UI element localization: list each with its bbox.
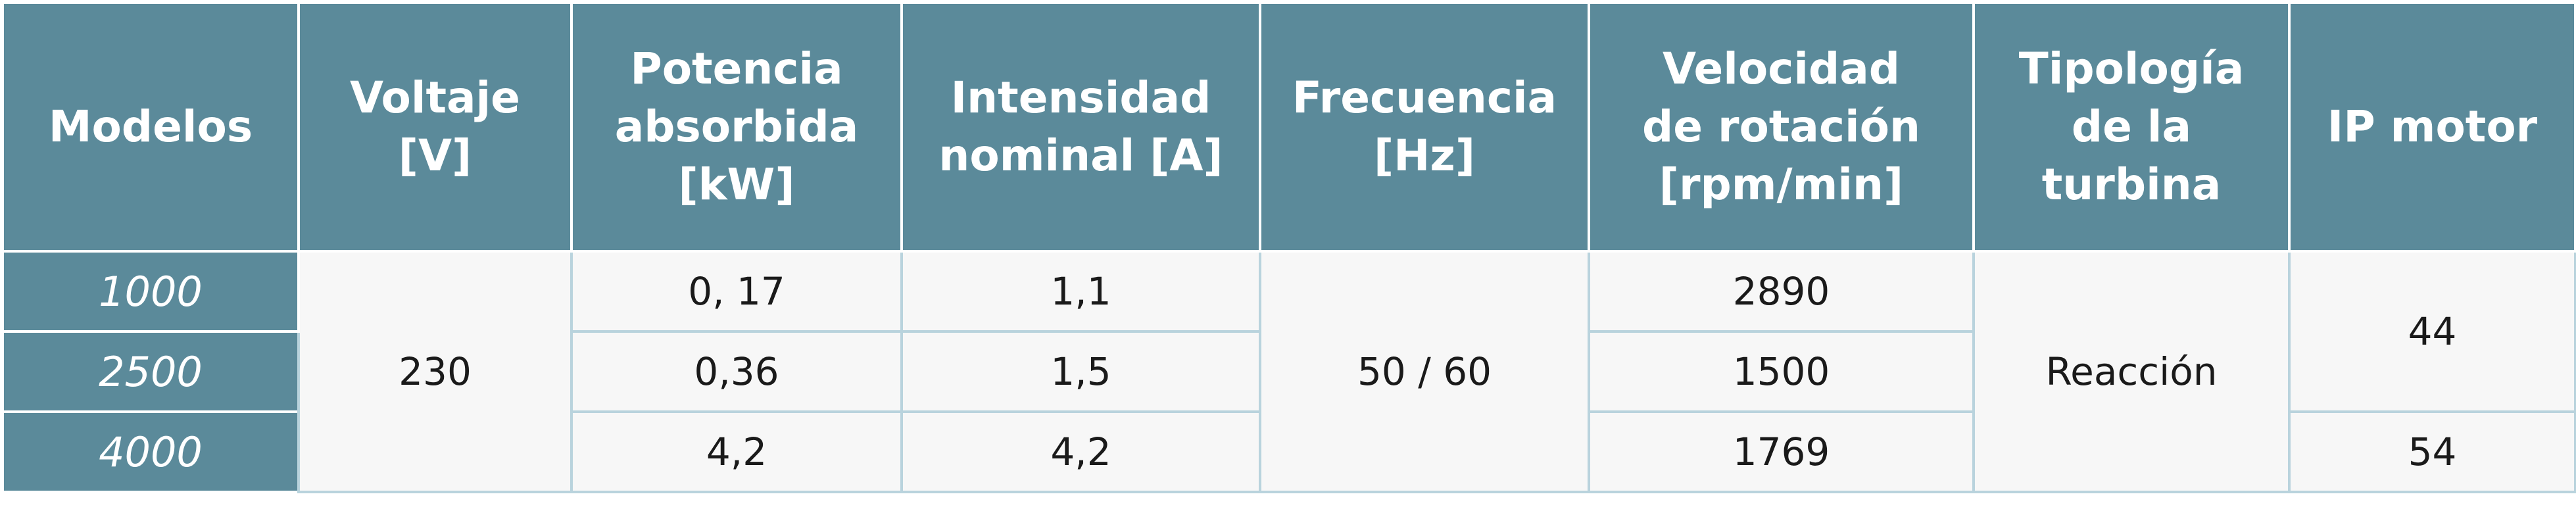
header-line: Potencia <box>630 43 843 94</box>
cell: 1,1 <box>900 250 1261 333</box>
header-cell: Intensidad nominal [A] <box>900 1 1261 253</box>
header-row: Modelos Voltaje [V] Potencia absorbida [kW] In… <box>1 1 2576 253</box>
model-cell: 4000 <box>1 410 300 493</box>
cell: 1769 <box>1588 410 1975 493</box>
header-line: Voltaje <box>350 72 520 123</box>
spec-table: Modelos Voltaje [V] Potencia absorbida [kW] In… <box>1 1 2576 493</box>
header-line: de rotación <box>1641 101 1921 152</box>
cell: 4,2 <box>900 410 1261 493</box>
cell: 0, 17 <box>570 250 903 333</box>
header-line: absorbida <box>614 101 859 152</box>
cell: 2890 <box>1588 250 1975 333</box>
header-line: Tipología <box>2018 43 2245 94</box>
model-cell: 1000 <box>1 250 300 333</box>
header-line: [kW] <box>678 159 795 210</box>
header-cell: Voltaje [V] <box>297 1 573 253</box>
row: 4000 4,2 4,2 1769 54 <box>1 410 2576 493</box>
header-cell: Modelos <box>1 1 300 253</box>
cell: 4,2 <box>570 410 903 493</box>
header-cell: Potencia absorbida [kW] <box>570 1 903 253</box>
cell: 0,36 <box>570 330 903 413</box>
cell: 54 <box>2288 410 2576 493</box>
header-line: Frecuencia <box>1292 72 1557 123</box>
header-line: [V] <box>398 130 472 181</box>
header-cell: Frecuencia [Hz] <box>1259 1 1590 253</box>
header-line: de la <box>2071 101 2192 152</box>
cell: 44 <box>2288 250 2576 413</box>
row: 2500 0,36 1,5 1500 <box>1 330 2575 413</box>
header-line: [Hz] <box>1374 130 1475 181</box>
cell: 50 / 60 <box>1259 250 1590 493</box>
cell: 1500 <box>1588 330 1975 413</box>
header-cell: IP motor <box>2288 1 2576 253</box>
header-line: [rpm/min] <box>1659 159 1904 210</box>
cell: 1,5 <box>900 330 1261 413</box>
header-cell: Velocidad de rotación [rpm/min] <box>1588 1 1975 253</box>
header-line: Velocidad <box>1663 43 1900 94</box>
header-cell: Tipología de la turbina <box>1972 1 2291 253</box>
model-cell: 2500 <box>1 330 300 413</box>
row: 1000 230 0, 17 1,1 50 / 60 2890 Reacción… <box>1 250 2576 493</box>
header-line: Modelos <box>48 101 253 152</box>
header-line: IP motor <box>2327 101 2538 152</box>
cell: Reacción <box>1972 250 2291 493</box>
header-line: nominal [A] <box>938 130 1223 181</box>
header-line: Intensidad <box>950 72 1211 123</box>
header-line: turbina <box>2041 159 2222 210</box>
cell: 230 <box>297 250 573 493</box>
